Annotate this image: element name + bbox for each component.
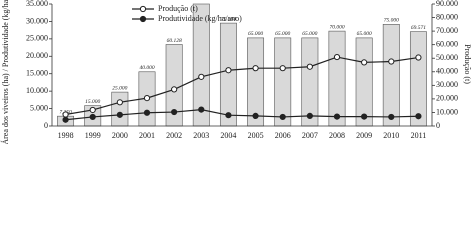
bar xyxy=(274,37,292,127)
point xyxy=(225,112,232,119)
bar xyxy=(247,37,265,127)
y2-tick-label: 40.000 xyxy=(436,67,458,76)
bar-value-label: 69.571 xyxy=(411,25,426,31)
point xyxy=(252,65,259,72)
x-tick-label: 1998 xyxy=(58,131,74,140)
x-tick-label: 2005 xyxy=(248,131,264,140)
legend-marker xyxy=(139,5,147,13)
y2-tick-label: 60.000 xyxy=(436,39,458,48)
bar-value-label: 65.000 xyxy=(357,31,372,37)
bar-value-label: 75.000 xyxy=(384,18,399,24)
y2-tick-label: 20.000 xyxy=(436,94,458,103)
y2-axis-label: Produção (t) xyxy=(463,44,472,84)
point xyxy=(252,112,259,119)
point xyxy=(171,86,178,93)
point xyxy=(89,113,96,121)
x-tick-label: 2002 xyxy=(166,131,182,140)
x-tick-label: 2009 xyxy=(356,131,372,140)
point xyxy=(279,65,286,72)
x-tick-label: 2008 xyxy=(329,131,345,140)
y-axis-label: Área dos viveiros (ha) / Produtividade (… xyxy=(0,0,10,144)
bar-value-label: 15.000 xyxy=(85,99,100,105)
bar-value-label: 75.904 xyxy=(221,15,236,22)
point xyxy=(415,54,422,61)
point xyxy=(62,116,69,123)
x-tick-label: 2010 xyxy=(383,131,399,140)
bar xyxy=(382,24,400,127)
y-tick-label: 35.000 xyxy=(26,0,48,8)
point xyxy=(143,109,151,116)
point xyxy=(171,108,178,116)
y-tick-label: 15.000 xyxy=(26,69,48,78)
bar xyxy=(328,30,346,127)
bar-value-label: 65.000 xyxy=(302,31,317,37)
point xyxy=(388,58,395,65)
bar-value-label: 60.128 xyxy=(167,38,182,44)
y2-tick-label: 80.000 xyxy=(436,12,458,21)
x-tick-label: 2004 xyxy=(220,131,236,140)
x-tick-label: 2011 xyxy=(411,131,427,140)
y-tick-label: 30.000 xyxy=(26,16,48,25)
x-tick-label: 1999 xyxy=(85,131,101,140)
bar xyxy=(219,22,237,127)
y2-tick-label: 0 xyxy=(436,121,440,130)
x-tick-label: 2003 xyxy=(193,131,209,140)
point xyxy=(143,95,151,102)
point xyxy=(415,113,422,120)
point xyxy=(198,106,205,113)
point xyxy=(306,63,313,70)
x-tick-label: 2006 xyxy=(275,131,291,140)
chart: Área dos viveiros (ha) / Produtividade (… xyxy=(0,0,472,144)
x-tick-label: 2001 xyxy=(139,131,155,140)
y-tick-label: 0 xyxy=(44,121,48,130)
legend-label: Produção (t) xyxy=(158,4,198,13)
bar xyxy=(301,37,319,127)
bar-value-label: 40.000 xyxy=(139,64,154,71)
bar-value-label: 65.000 xyxy=(248,31,263,37)
point xyxy=(89,106,96,114)
x-tick-label: 2007 xyxy=(302,131,318,140)
y-tick-label: 25.000 xyxy=(26,34,48,43)
y2-tick-label: 10.000 xyxy=(436,107,458,116)
bar xyxy=(355,37,373,127)
point xyxy=(361,113,368,120)
y-tick-label: 10.000 xyxy=(26,86,48,95)
point xyxy=(198,73,205,80)
bar xyxy=(111,91,129,127)
point xyxy=(333,53,341,61)
point xyxy=(279,113,286,121)
point xyxy=(116,111,123,118)
legend-marker xyxy=(139,15,147,23)
y2-tick-label: 30.000 xyxy=(436,80,458,89)
line xyxy=(65,109,419,121)
legend-label: Produtividade (kg/ha/ano) xyxy=(158,14,242,23)
bar-value-label: 25.000 xyxy=(112,85,127,91)
point xyxy=(225,67,232,74)
y-tick-label: 5.000 xyxy=(30,103,48,112)
bar xyxy=(409,31,427,127)
y-tick-label: 20.000 xyxy=(26,51,48,60)
line xyxy=(65,56,419,116)
y2-tick-label: 70.000 xyxy=(436,26,458,35)
point xyxy=(333,113,341,120)
x-tick-label: 2000 xyxy=(112,131,128,140)
point xyxy=(388,113,395,121)
y2-tick-label: 50.000 xyxy=(436,53,458,62)
point xyxy=(116,99,123,106)
bar-value-label: 65.000 xyxy=(275,31,290,37)
bar-value-label: 70.000 xyxy=(329,24,344,30)
point xyxy=(306,112,313,119)
y2-tick-label: 90.000 xyxy=(436,0,458,8)
point xyxy=(62,111,69,118)
point xyxy=(361,59,368,66)
